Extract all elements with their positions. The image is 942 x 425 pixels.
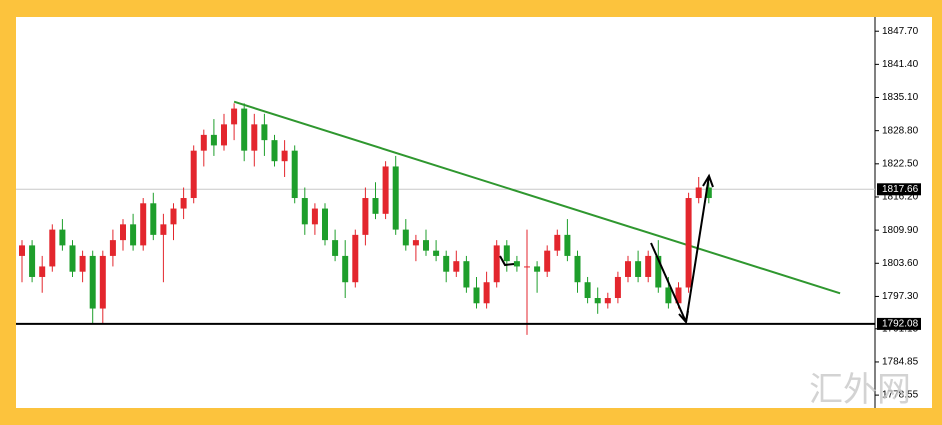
candle-body	[614, 276, 621, 299]
candle-body	[210, 134, 217, 146]
candle-body	[463, 261, 470, 288]
candle-body	[221, 124, 227, 146]
candle-body	[625, 261, 631, 277]
candle-body	[584, 282, 591, 299]
y-tick-label: 1828.80	[882, 125, 919, 136]
candle-body	[574, 255, 581, 283]
candle-body	[564, 234, 571, 256]
candle-body	[705, 187, 712, 199]
candle-body	[140, 203, 147, 246]
candle-body	[645, 255, 652, 277]
candle-body	[655, 255, 662, 288]
candle-body	[554, 234, 561, 251]
candle-body	[39, 266, 46, 277]
candle-body	[352, 234, 359, 283]
candle-body	[261, 124, 268, 141]
price-label: 1792.08	[882, 319, 919, 330]
candle-body	[281, 150, 288, 162]
candle-body	[150, 203, 157, 235]
candle-body	[362, 198, 369, 235]
candle-body	[483, 282, 490, 304]
candle-body	[332, 240, 339, 256]
candle-body	[120, 224, 126, 241]
y-tick-label: 1822.50	[882, 158, 919, 169]
candle-body	[503, 245, 510, 262]
candle-body	[402, 229, 409, 246]
price-label-box	[877, 317, 921, 330]
candle-body	[29, 245, 36, 277]
candle-body	[453, 261, 460, 272]
candle-body	[493, 245, 500, 283]
candle-body	[534, 266, 541, 272]
candle-body	[423, 240, 429, 251]
candle-body	[544, 250, 551, 272]
candle-body	[89, 255, 96, 309]
candle-body	[685, 198, 692, 288]
marks: 1847.70 1841.40 1835.10 1828.80 1822.50 1816.…	[16, 26, 919, 401]
candle-body	[433, 250, 440, 256]
arrows	[499, 173, 714, 325]
candle-body	[342, 255, 349, 283]
trend-line	[233, 100, 841, 295]
candle-body	[59, 229, 66, 246]
arrow	[685, 175, 710, 323]
watermark: 汇外网	[809, 370, 911, 410]
candle-body	[19, 245, 25, 256]
arrow	[499, 255, 515, 267]
candle-body	[635, 261, 642, 277]
plot-area	[16, 17, 932, 408]
candle-body	[109, 240, 116, 256]
candle-body	[513, 261, 520, 267]
candle-body	[271, 140, 278, 162]
candle-body	[130, 224, 137, 246]
candle-body	[311, 208, 318, 225]
candle-body	[241, 108, 248, 151]
price-label-box	[877, 183, 921, 196]
candle-body	[604, 298, 611, 304]
candle-body	[200, 134, 207, 151]
y-tick-label: 1803.60	[882, 258, 919, 269]
candle-body	[372, 198, 379, 214]
candle-body	[160, 224, 167, 235]
candle-body	[170, 208, 177, 225]
candle-body	[382, 166, 389, 214]
y-tick-label: 1778.55	[882, 390, 919, 401]
arrow	[650, 242, 687, 323]
y-tick-label: 1835.10	[882, 92, 919, 103]
candle-body	[322, 208, 328, 241]
candle-body	[69, 245, 76, 272]
y-tick-label: 1797.30	[882, 291, 919, 302]
y-tick-label: 1809.90	[882, 225, 919, 236]
candle-body	[180, 198, 187, 209]
candle-body	[291, 150, 298, 199]
candle-body	[665, 287, 672, 304]
y-tick-label: 1841.40	[882, 59, 919, 70]
candle-body	[301, 198, 308, 225]
candle-body	[251, 124, 258, 151]
y-tick-label: 1847.70	[882, 26, 919, 37]
candle-body	[695, 187, 702, 199]
candle-body	[49, 229, 56, 267]
candle-body	[190, 150, 197, 199]
price-label: 1817.66	[882, 184, 919, 195]
y-tick-label: 1816.20	[882, 192, 919, 203]
candle-body	[412, 240, 419, 246]
candle-body	[594, 298, 601, 304]
candle-body	[231, 108, 238, 125]
candle-body	[79, 255, 86, 272]
candle-body	[524, 266, 530, 268]
candle-body	[443, 255, 450, 272]
candle-body	[675, 287, 682, 304]
y-tick-label: 1784.85	[882, 357, 919, 368]
arrow-head	[702, 173, 714, 188]
candle-body	[473, 287, 480, 304]
candle-body	[99, 255, 106, 309]
candle-body	[392, 166, 399, 230]
